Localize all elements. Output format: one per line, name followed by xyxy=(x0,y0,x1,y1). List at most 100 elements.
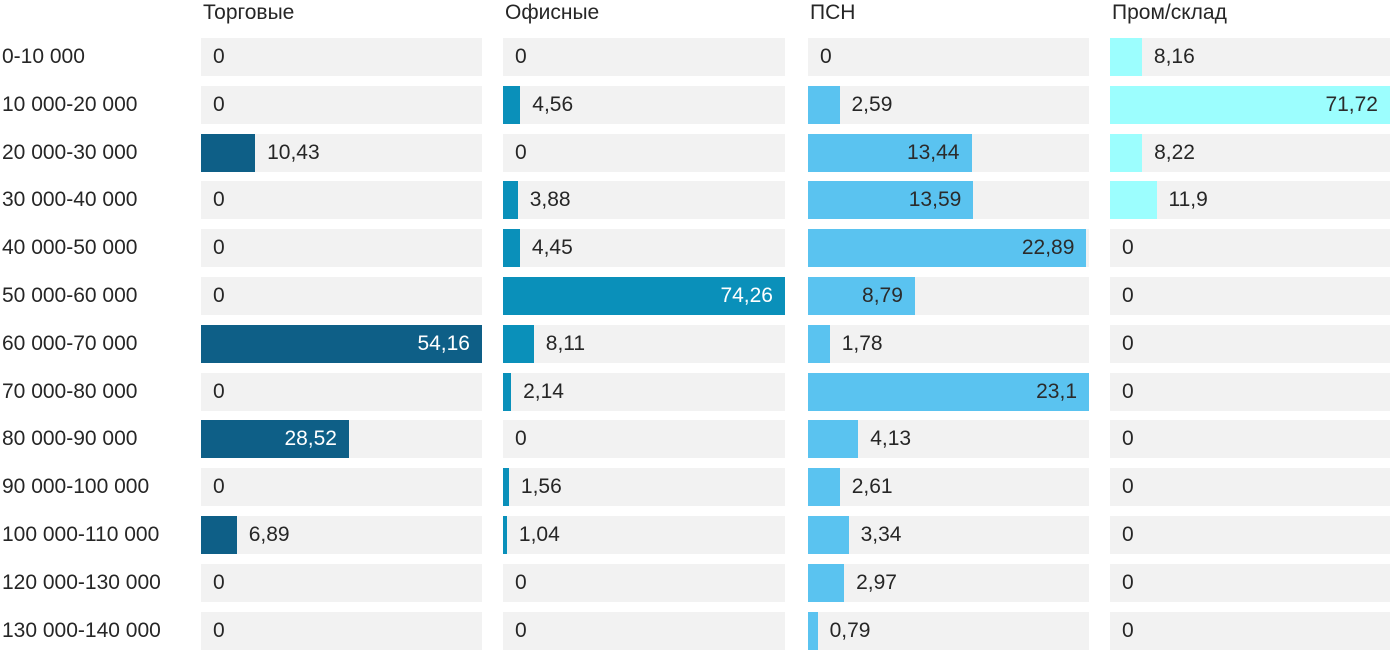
chart-cell: 2,97 xyxy=(808,563,1110,602)
bar-value-label: 0 xyxy=(1122,475,1134,499)
bar-track: 8,11 xyxy=(503,324,785,363)
bar-value-label: 3,34 xyxy=(860,522,902,546)
chart-cell: 6,89 xyxy=(201,515,503,554)
chart-cell: 54,16 xyxy=(201,324,503,363)
column-header: Торговые xyxy=(203,1,295,24)
bar-value-label: 0 xyxy=(213,188,225,212)
header-spacer xyxy=(0,0,201,38)
bar-value-label: 13,44 xyxy=(906,140,960,164)
bar xyxy=(808,85,840,124)
bar-value-label: 0 xyxy=(1122,570,1134,594)
chart-row: 70 000-80 000 0 2,14 23,1 0 xyxy=(0,372,1400,411)
chart-row: 80 000-90 000 28,52 0 4,13 0 xyxy=(0,420,1400,459)
bar-track: 0 xyxy=(201,611,482,650)
chart-cell: 0 xyxy=(503,420,808,459)
bar-track: 0 xyxy=(1110,563,1390,602)
row-category-label: 60 000-70 000 xyxy=(2,331,138,355)
bar xyxy=(503,515,507,554)
chart-cell: 0 xyxy=(201,181,503,220)
bar-track: 1,56 xyxy=(503,468,785,507)
bar-value-label: 0 xyxy=(515,427,527,451)
bar xyxy=(503,276,785,315)
chart-row: 50 000-60 000 0 74,26 8,79 0 xyxy=(0,276,1400,315)
row-category-label: 80 000-90 000 xyxy=(2,427,138,451)
bar-track: 0 xyxy=(1110,324,1390,363)
bar-value-label: 2,59 xyxy=(851,92,893,116)
bar-track: 8,79 xyxy=(808,276,1089,315)
bar xyxy=(201,324,482,363)
bar xyxy=(201,420,349,459)
bar-value-label: 54,16 xyxy=(417,331,470,355)
bar-track: 71,72 xyxy=(1110,85,1390,124)
chart-row: 0-10 000 0 0 0 8,16 xyxy=(0,38,1400,76)
bar-track: 6,89 xyxy=(201,515,482,554)
chart-cell: 2,59 xyxy=(808,85,1110,124)
bar-track: 0 xyxy=(503,420,785,459)
chart-row: 100 000-110 000 6,89 1,04 3,34 0 xyxy=(0,515,1400,554)
bar-value-label: 4,56 xyxy=(532,92,574,116)
chart-cell: 0 xyxy=(1110,372,1400,411)
bar-value-label: 0 xyxy=(820,45,832,68)
chart-cell: 2,14 xyxy=(503,372,808,411)
chart-cell: 23,1 xyxy=(808,372,1110,411)
bar-value-label: 22,89 xyxy=(1021,236,1075,260)
bar-value-label: 4,13 xyxy=(870,427,912,451)
bar-track: 13,59 xyxy=(808,181,1089,220)
chart-cell: 1,56 xyxy=(503,468,808,507)
bar-track: 4,56 xyxy=(503,85,785,124)
chart-cell: 3,88 xyxy=(503,181,808,220)
bar-value-label: 0 xyxy=(213,283,225,307)
chart-cell: 0 xyxy=(1110,515,1400,554)
bar xyxy=(201,515,237,554)
bar-value-label: 0 xyxy=(1122,236,1134,260)
chart-row: 60 000-70 000 54,16 8,11 1,78 0 xyxy=(0,324,1400,363)
chart-cell: 71,72 xyxy=(1110,85,1400,124)
bar xyxy=(503,229,520,268)
bar-value-label: 0 xyxy=(1122,618,1134,642)
chart-cell: 0 xyxy=(1110,420,1400,459)
bar-value-label: 3,88 xyxy=(529,188,571,212)
bar-value-label: 8,79 xyxy=(862,283,903,307)
chart-cell: 1,04 xyxy=(503,515,808,554)
bar xyxy=(808,324,830,363)
bar-track: 0 xyxy=(201,38,482,76)
chart-cell: 8,11 xyxy=(503,324,808,363)
bar-track: 0 xyxy=(201,372,482,411)
chart-cell: 0 xyxy=(1110,563,1400,602)
bar xyxy=(1110,133,1143,172)
bar-track: 0 xyxy=(1110,229,1390,268)
bar-track: 0 xyxy=(201,85,482,124)
row-category-label: 120 000-130 000 xyxy=(2,570,161,594)
row-category-label: 0-10 000 xyxy=(2,45,85,68)
bar-value-label: 8,22 xyxy=(1154,140,1195,164)
chart-cell: 10,43 xyxy=(201,133,503,172)
bar-track: 0 xyxy=(1110,372,1390,411)
bar-track: 22,89 xyxy=(808,229,1089,268)
bar-value-label: 0 xyxy=(1122,379,1134,403)
chart-row: 130 000-140 000 0 0 0,79 0 xyxy=(0,611,1400,650)
bar-value-label: 8,16 xyxy=(1153,45,1195,68)
bar-value-label: 71,72 xyxy=(1325,92,1378,116)
bar-value-label: 2,61 xyxy=(851,475,893,499)
bar-value-label: 2,97 xyxy=(856,570,897,594)
bar-value-label: 2,14 xyxy=(523,379,564,403)
chart-cell: 0 xyxy=(1110,611,1400,650)
bar xyxy=(503,85,521,124)
chart-cell: 0 xyxy=(201,229,503,268)
column-header: ПСН xyxy=(810,1,856,24)
bar-value-label: 0 xyxy=(515,45,527,68)
chart-cell: 0 xyxy=(201,611,503,650)
bar-track: 0 xyxy=(1110,468,1390,507)
bar xyxy=(808,372,1089,411)
bar xyxy=(503,468,509,507)
chart-cell: 22,89 xyxy=(808,229,1110,268)
bar xyxy=(808,276,915,315)
chart-cell: 74,26 xyxy=(503,276,808,315)
chart-cell: 8,16 xyxy=(1110,38,1400,76)
row-category-label: 50 000-60 000 xyxy=(2,283,138,307)
bar-track: 0 xyxy=(1110,611,1390,650)
bar-track: 2,61 xyxy=(808,468,1089,507)
bar xyxy=(1110,181,1157,220)
bar-value-label: 1,04 xyxy=(518,522,560,546)
